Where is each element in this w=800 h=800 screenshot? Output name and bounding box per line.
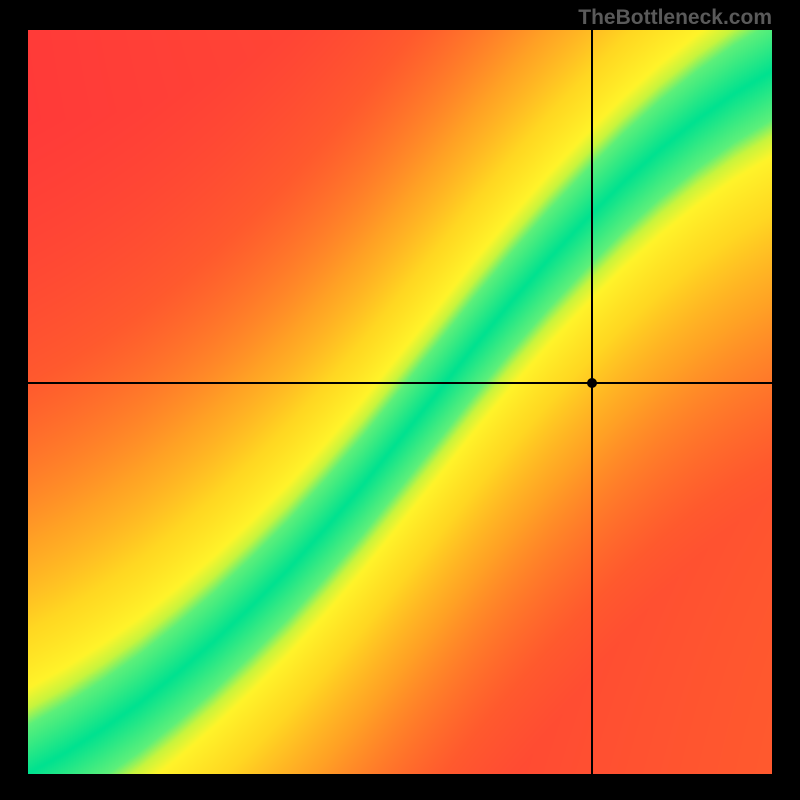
heatmap-canvas	[28, 30, 772, 774]
heatmap-plot-area	[28, 30, 772, 774]
watermark-text: TheBottleneck.com	[578, 6, 772, 30]
crosshair-marker	[587, 378, 597, 388]
crosshair-vertical	[591, 30, 593, 774]
crosshair-horizontal	[28, 382, 772, 384]
